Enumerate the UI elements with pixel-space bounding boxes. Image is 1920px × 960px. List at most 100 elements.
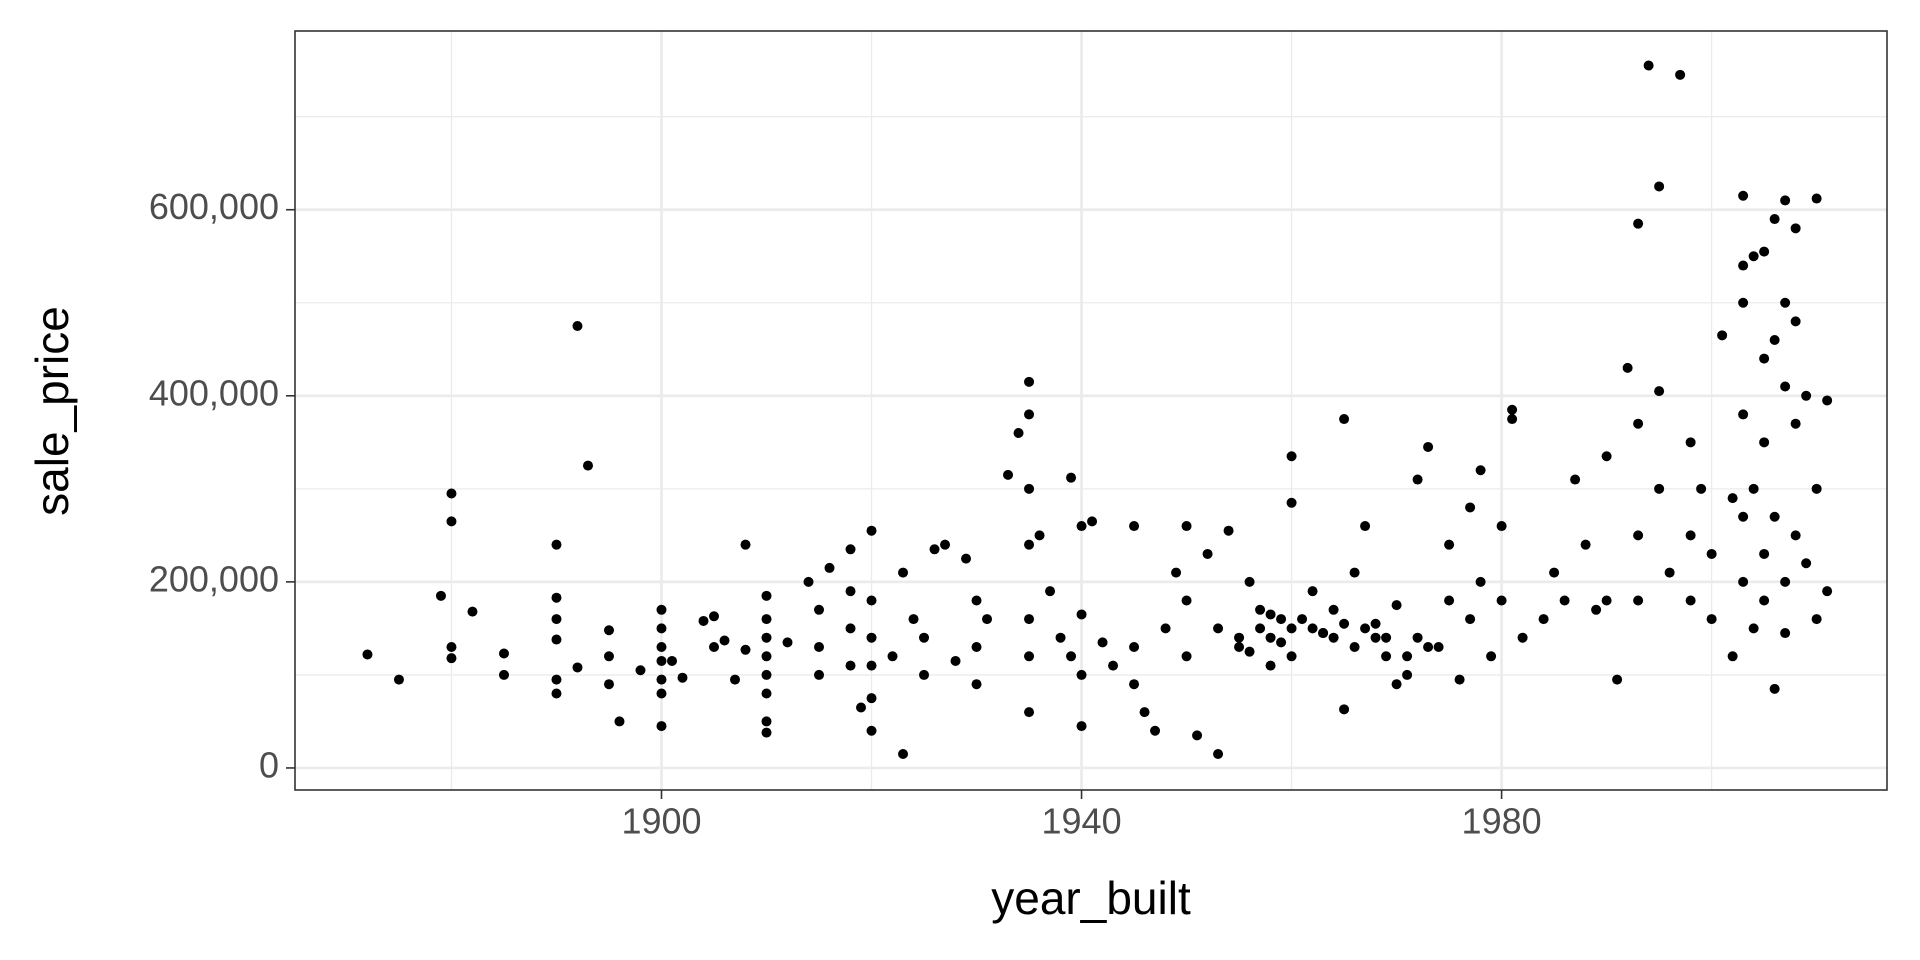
point xyxy=(709,611,720,622)
point xyxy=(1423,642,1434,653)
point xyxy=(1244,576,1255,587)
point xyxy=(740,644,751,655)
point xyxy=(1013,428,1024,439)
point xyxy=(1360,521,1371,532)
point xyxy=(1759,548,1770,559)
point xyxy=(1780,195,1791,206)
point xyxy=(1748,251,1759,262)
point xyxy=(1181,521,1192,532)
point xyxy=(446,642,457,653)
point xyxy=(1612,674,1623,685)
point xyxy=(1076,521,1087,532)
point xyxy=(435,590,446,601)
point xyxy=(1339,414,1350,425)
point xyxy=(1129,679,1140,690)
point xyxy=(551,634,562,645)
point xyxy=(1790,223,1801,234)
point xyxy=(1559,595,1570,606)
point xyxy=(1160,623,1171,634)
point xyxy=(362,649,373,660)
point xyxy=(761,632,772,643)
point xyxy=(887,651,898,662)
point xyxy=(1738,409,1749,420)
point xyxy=(1780,381,1791,392)
point xyxy=(1339,618,1350,629)
point xyxy=(1685,595,1696,606)
point xyxy=(845,586,856,597)
point xyxy=(1129,642,1140,653)
y-tick-label: 400,000 xyxy=(149,372,279,413)
point xyxy=(1706,548,1717,559)
point xyxy=(1748,483,1759,494)
point xyxy=(582,460,593,471)
point xyxy=(1475,465,1486,476)
point xyxy=(845,623,856,634)
point xyxy=(1738,190,1749,201)
point xyxy=(614,716,625,727)
point xyxy=(1622,362,1633,373)
point xyxy=(1790,418,1801,429)
point xyxy=(1307,623,1318,634)
point xyxy=(1286,651,1297,662)
panel-border xyxy=(294,30,1888,791)
point xyxy=(845,660,856,671)
point xyxy=(1097,637,1108,648)
point xyxy=(919,632,930,643)
x-axis-title: year_built xyxy=(991,872,1191,924)
point xyxy=(856,702,867,713)
point xyxy=(1685,530,1696,541)
point xyxy=(551,539,562,550)
point xyxy=(698,615,709,626)
point xyxy=(1769,511,1780,522)
point xyxy=(1570,474,1581,485)
point xyxy=(761,590,772,601)
point xyxy=(1549,567,1560,578)
point xyxy=(1181,595,1192,606)
point xyxy=(467,606,478,617)
point xyxy=(961,553,972,564)
point xyxy=(1465,502,1476,513)
point xyxy=(1181,651,1192,662)
point xyxy=(1213,623,1224,634)
point xyxy=(761,688,772,699)
y-tick-label: 600,000 xyxy=(149,186,279,227)
point xyxy=(1412,632,1423,643)
point xyxy=(656,688,667,699)
point xyxy=(635,665,646,676)
y-tick-label: 0 xyxy=(259,744,279,785)
point xyxy=(1433,642,1444,653)
point xyxy=(1780,628,1791,639)
point xyxy=(719,635,730,646)
point xyxy=(1024,376,1035,387)
point xyxy=(1654,483,1665,494)
point xyxy=(1486,651,1497,662)
point xyxy=(971,679,982,690)
point xyxy=(1769,214,1780,225)
point xyxy=(1748,623,1759,634)
point xyxy=(1811,193,1822,204)
point xyxy=(1307,586,1318,597)
point xyxy=(1759,246,1770,257)
point xyxy=(446,653,457,664)
point xyxy=(1780,576,1791,587)
point xyxy=(1412,474,1423,485)
point xyxy=(824,562,835,573)
point xyxy=(1738,511,1749,522)
point xyxy=(1276,637,1287,648)
point xyxy=(1223,525,1234,536)
point xyxy=(1675,69,1686,80)
point xyxy=(1139,707,1150,718)
point xyxy=(782,637,793,648)
point xyxy=(919,669,930,680)
point xyxy=(898,567,909,578)
point xyxy=(1055,632,1066,643)
point xyxy=(1811,614,1822,625)
point xyxy=(1517,632,1528,643)
point xyxy=(551,592,562,603)
point xyxy=(1496,521,1507,532)
point xyxy=(866,595,877,606)
point xyxy=(1192,730,1203,741)
point xyxy=(1769,334,1780,345)
point xyxy=(551,688,562,699)
